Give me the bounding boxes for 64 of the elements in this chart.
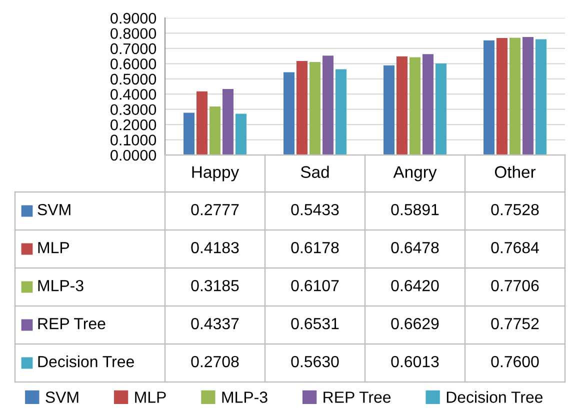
bar	[284, 72, 294, 155]
x-tick-label: Angry	[393, 166, 437, 182]
y-tick-label: 0.8000	[110, 28, 156, 39]
y-tick-label: 0.0000	[110, 150, 156, 161]
bar	[184, 112, 194, 155]
bar	[322, 56, 334, 155]
bar	[536, 39, 546, 155]
legend-label: REP Tree	[38, 318, 106, 330]
bar	[422, 54, 434, 155]
bar	[410, 57, 420, 155]
data-label: 0.6013	[391, 356, 439, 368]
legend-label: Decision Tree	[38, 356, 134, 368]
bar	[396, 56, 408, 155]
data-label: 0.2708	[191, 356, 239, 368]
bar	[310, 62, 320, 155]
y-tick-label: 0.3000	[110, 104, 156, 116]
y-tick-label: 0.9000	[110, 12, 156, 24]
y-tick-label: 0.6000	[110, 58, 156, 70]
data-label: 0.3185	[191, 280, 239, 292]
legend-label: MLP	[38, 242, 69, 254]
y-tick-label: 0.4000	[110, 88, 156, 100]
bar	[296, 60, 308, 155]
text: SVM	[46, 392, 78, 403]
y-tick-label: 0.5000	[110, 74, 156, 85]
bar	[222, 88, 234, 155]
data-label: 0.7684	[491, 242, 539, 254]
bar	[196, 91, 208, 155]
data-label: 0.6178	[291, 242, 339, 254]
legend-label: MLP-3	[38, 280, 84, 292]
text: Decision Tree	[446, 391, 543, 403]
text: REP Tree	[324, 392, 391, 403]
text: MLP	[135, 392, 166, 403]
bar	[484, 40, 494, 155]
data-label: 0.7706	[491, 280, 539, 292]
y-tick-label: 0.7000	[110, 43, 156, 54]
bar	[236, 114, 246, 155]
data-label: 0.7752	[491, 318, 539, 330]
data-label: 0.4183	[191, 242, 239, 254]
data-label: 0.6531	[291, 318, 339, 330]
data-label: 0.5630	[291, 356, 339, 368]
data-label: 0.2777	[191, 204, 239, 216]
bar	[384, 65, 394, 155]
bar	[510, 38, 520, 155]
bar	[336, 69, 346, 155]
text: MLP-3	[222, 392, 268, 403]
bar	[436, 63, 446, 155]
x-tick-label: Happy	[192, 166, 240, 182]
x-tick-label: Sad	[300, 166, 329, 178]
data-label: 0.6478	[391, 242, 439, 254]
x-tick-label: Other	[494, 166, 536, 178]
y-tick-label: 0.1000	[110, 134, 156, 146]
data-label: 0.6629	[391, 318, 439, 330]
data-label: 0.6107	[291, 280, 339, 292]
data-label: 0.4337	[191, 318, 239, 330]
bar	[496, 38, 508, 155]
y-tick-label: 0.2000	[110, 119, 156, 130]
data-label: 0.6420	[391, 280, 439, 292]
data-label: 0.5433	[291, 204, 339, 216]
data-label: 0.7600	[491, 356, 539, 368]
bar	[522, 36, 534, 155]
data-label: 0.7528	[491, 204, 539, 216]
legend-label: SVM	[38, 204, 70, 216]
bar	[210, 106, 220, 155]
data-label: 0.5891	[391, 204, 439, 216]
